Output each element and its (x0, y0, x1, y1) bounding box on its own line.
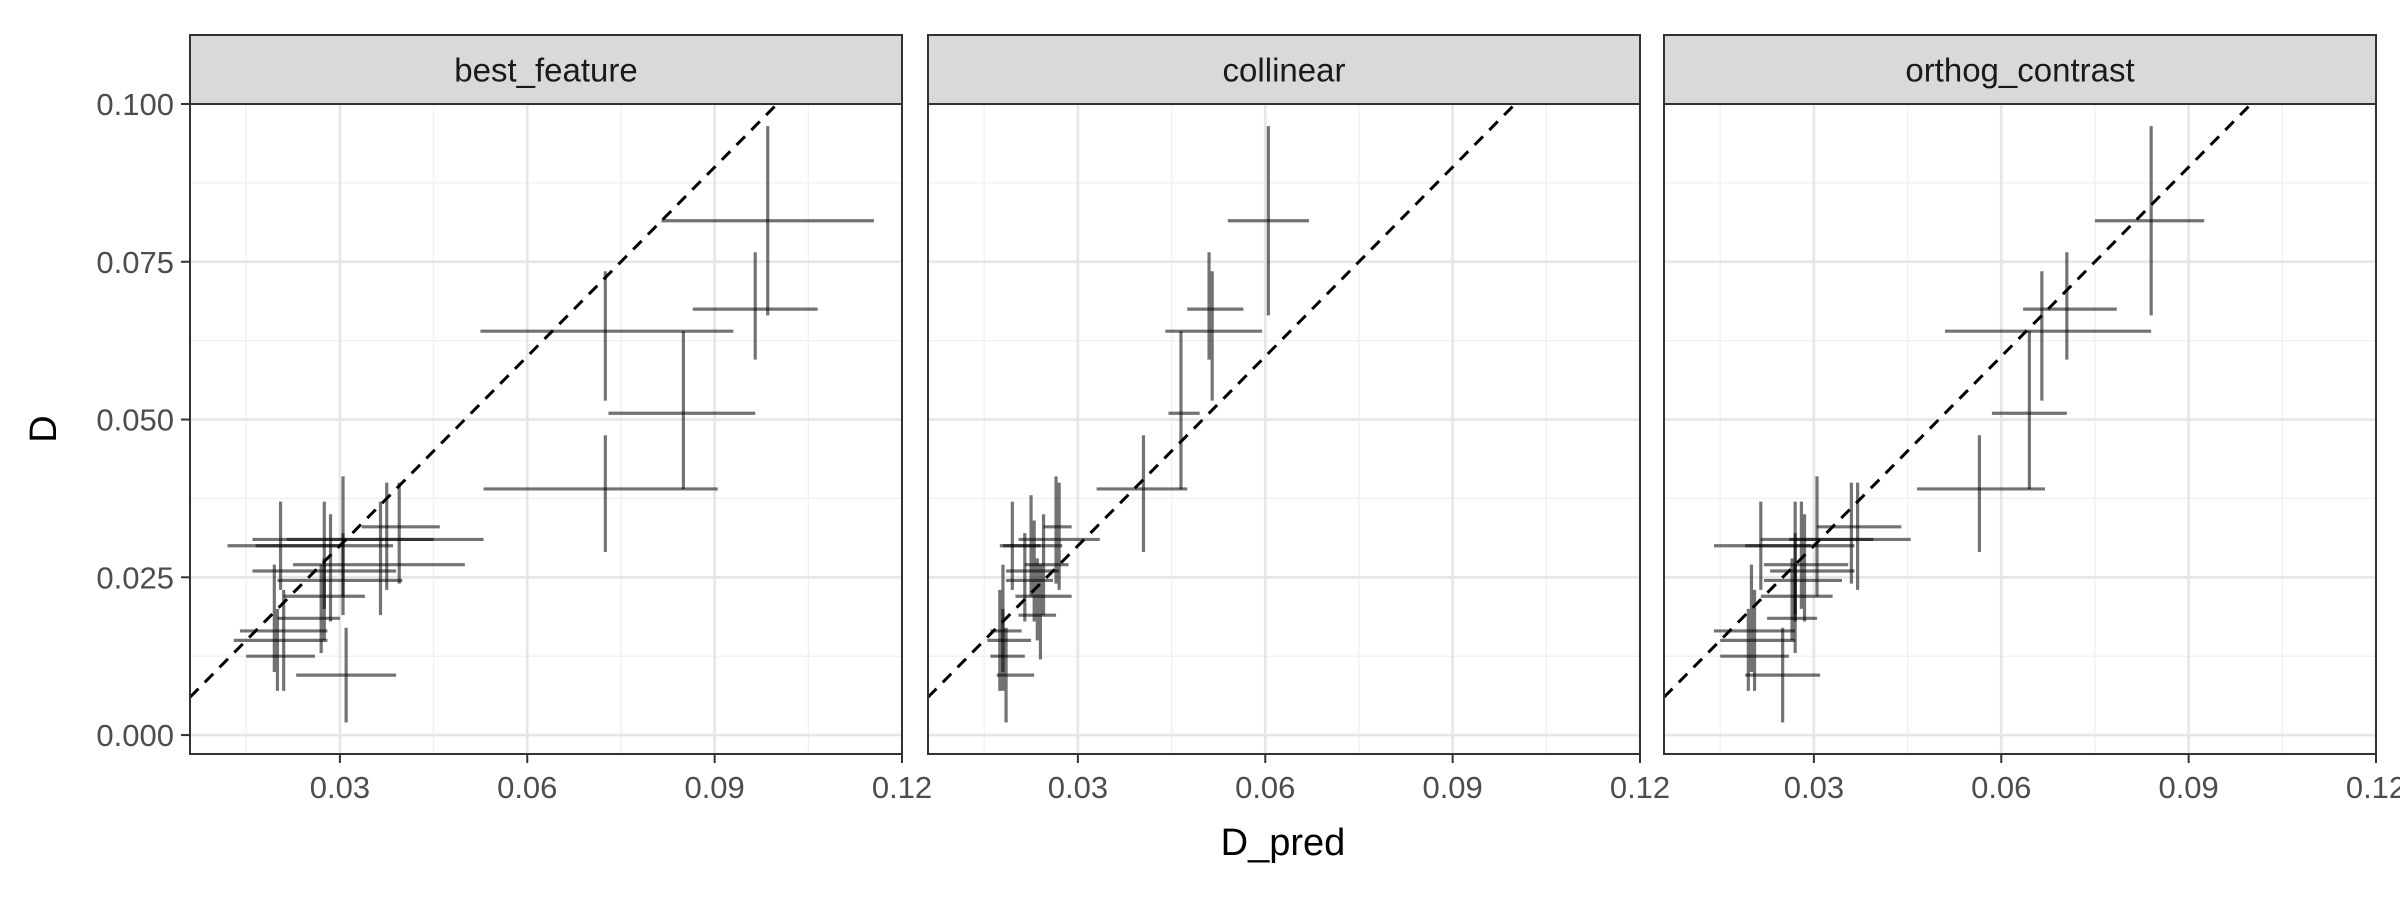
data-point (277, 564, 340, 654)
x-tick-label: 0.06 (1971, 770, 2031, 805)
data-point (1015, 558, 1072, 641)
y-tick-label: 0.025 (96, 560, 174, 595)
facet-panel-best-feature: best_feature 0.03 0.06 0.09 0.12 0.000 0.025 0.… (96, 34, 932, 805)
facet-panel-orthog-contrast: orthog_contrast 0.03 0.06 0.09 0.12 (1663, 34, 2400, 805)
data-point (996, 627, 1035, 723)
data-point (2023, 252, 2117, 360)
identity-reference-line (928, 104, 1517, 699)
x-tick-label: 0.09 (2158, 770, 2218, 805)
x-tick-label: 0.09 (1422, 770, 1482, 805)
data-point (1018, 564, 1057, 660)
data-point (283, 558, 365, 641)
data-point (608, 331, 756, 489)
y-tick-label: 0.100 (96, 87, 174, 122)
facet-strip-label: orthog_contrast (1905, 52, 2134, 89)
data-point (246, 608, 315, 691)
data-point (480, 271, 734, 401)
facet-panel-collinear: collinear 0.03 0.06 0.09 0.12 (927, 34, 1670, 805)
data-point (1945, 271, 2152, 401)
panel-marks (1713, 126, 2205, 723)
x-tick-label: 0.06 (497, 770, 557, 805)
x-tick-label: 0.09 (684, 770, 744, 805)
x-tick-label: 0.03 (1048, 770, 1108, 805)
data-point (1006, 520, 1060, 622)
data-point (1024, 514, 1069, 616)
data-point (1991, 331, 2067, 489)
panel-grid (190, 104, 902, 754)
x-tick-label: 0.06 (1235, 770, 1295, 805)
data-point (483, 435, 718, 553)
data-point (2094, 126, 2205, 316)
x-axis-title: D_pred (1221, 822, 1346, 864)
identity-reference-line (190, 104, 779, 699)
x-tick-label: 0.12 (1610, 770, 1670, 805)
x-tick-label: 0.12 (872, 770, 932, 805)
data-point (1745, 627, 1821, 723)
data-point (1006, 533, 1053, 622)
data-point (1767, 564, 1818, 654)
facet-strip (189, 34, 903, 105)
data-point (1096, 435, 1188, 553)
y-tick-label: 0.050 (96, 403, 174, 438)
data-point (1770, 514, 1855, 622)
data-point (277, 533, 403, 616)
data-point (233, 589, 328, 691)
x-tick-label: 0.03 (1784, 770, 1844, 805)
data-point (1713, 501, 1811, 590)
data-point (1168, 331, 1200, 489)
facet-strip-label: best_feature (454, 52, 637, 89)
data-point (661, 126, 874, 316)
panel-background (928, 104, 1640, 754)
facet-strip (927, 34, 1641, 105)
x-tick-label: 0.03 (310, 770, 370, 805)
panel-grid (928, 104, 1640, 754)
data-point (296, 627, 397, 723)
identity-reference-line (1664, 104, 2253, 699)
y-axis-title: D (23, 415, 65, 442)
data-point (1916, 435, 2045, 553)
data-point (227, 501, 340, 590)
data-point (1227, 126, 1309, 316)
facet-strip (1663, 34, 2377, 105)
y-tick-label: 0.000 (96, 718, 174, 753)
data-point (692, 252, 818, 360)
data-point (1720, 608, 1789, 691)
panel-background (190, 104, 902, 754)
panel-marks (227, 126, 874, 723)
x-tick-label: 0.12 (2346, 770, 2400, 805)
data-point (361, 482, 440, 584)
data-point (1187, 252, 1244, 360)
panel-marks (987, 126, 1309, 723)
facet-strip-label: collinear (1223, 52, 1346, 89)
data-point (1788, 482, 1911, 590)
y-tick-label: 0.075 (96, 245, 174, 280)
